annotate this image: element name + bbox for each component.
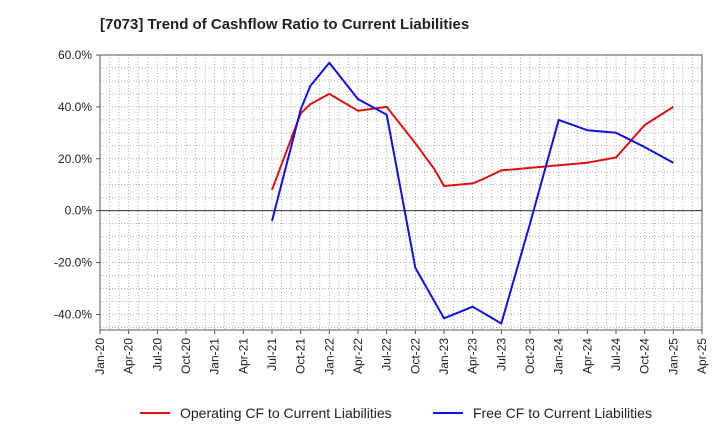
x-tick-label: Jul-21 xyxy=(265,338,279,371)
x-tick-label: Apr-21 xyxy=(236,338,250,374)
free-cf-series-line xyxy=(271,61,674,325)
x-tick-label: Apr-25 xyxy=(695,338,709,374)
x-tick-label: Jul-23 xyxy=(494,338,508,371)
x-tick-label: Apr-24 xyxy=(580,338,594,374)
x-tick-label: Jul-24 xyxy=(609,338,623,371)
x-tick-label: Jan-25 xyxy=(666,338,680,375)
x-tick-label: Jan-22 xyxy=(322,338,336,375)
y-tick-label: 40.0% xyxy=(58,100,92,114)
legend-swatch-free xyxy=(433,412,463,414)
legend-item-operating: Operating CF to Current Liabilities xyxy=(140,405,392,421)
x-tick-label: Oct-22 xyxy=(408,338,422,374)
legend-label-free: Free CF to Current Liabilities xyxy=(473,405,652,421)
y-tick-label: -20.0% xyxy=(54,256,92,270)
x-tick-label: Oct-24 xyxy=(638,338,652,374)
y-tick-label: 20.0% xyxy=(58,152,92,166)
x-tick-label: Oct-23 xyxy=(523,338,537,374)
x-tick-label: Apr-23 xyxy=(466,338,480,374)
y-tick-label: 60.0% xyxy=(58,48,92,62)
plot-frame xyxy=(99,54,703,331)
x-tick-label: Oct-21 xyxy=(294,338,308,374)
legend-swatch-operating xyxy=(140,412,170,414)
x-tick-label: Jan-24 xyxy=(552,338,566,375)
y-tick-label: -40.0% xyxy=(54,307,92,321)
x-tick-label: Jan-20 xyxy=(93,338,107,375)
x-tick-label: Jul-20 xyxy=(150,338,164,371)
x-tick-label: Jan-21 xyxy=(208,338,222,375)
legend-item-free: Free CF to Current Liabilities xyxy=(433,405,652,421)
chart-title: [7073] Trend of Cashflow Ratio to Curren… xyxy=(100,16,470,33)
x-tick-label: Jan-23 xyxy=(437,338,451,375)
operating-cf-series-line xyxy=(271,92,674,191)
legend-label-operating: Operating CF to Current Liabilities xyxy=(180,405,392,421)
x-tick-label: Apr-20 xyxy=(122,338,136,374)
y-tick-label: 0.0% xyxy=(65,204,93,218)
x-tick-label: Apr-22 xyxy=(351,338,365,374)
x-tick-label: Oct-20 xyxy=(179,338,193,374)
x-tick-label: Jul-22 xyxy=(380,338,394,371)
